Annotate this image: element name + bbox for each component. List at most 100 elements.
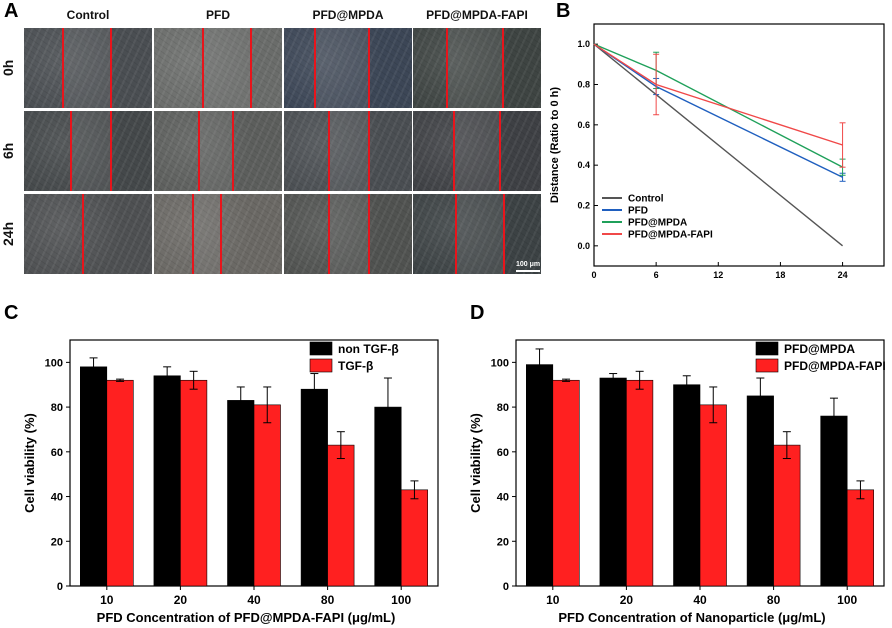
bar-PFD@MPDA-20 (599, 377, 627, 587)
scratch-edge-line (503, 194, 505, 274)
scratch-edge-line (232, 111, 234, 191)
bar-PFD@MPDA-FAPI-40 (699, 404, 727, 587)
x-tick-label: 24 (838, 270, 848, 280)
scratch-edge-line (446, 28, 448, 108)
scratch-edge-line (110, 111, 112, 191)
bar-TGF-β-100 (400, 489, 428, 587)
bar-TGF-β-80 (327, 444, 355, 587)
plot-frame (593, 23, 885, 267)
micrograph-texture (154, 111, 282, 191)
scale-bar-label: 100 μm (516, 261, 541, 268)
x-tick-label: 100 (391, 593, 411, 607)
scratch-edge-line (110, 28, 112, 108)
series-line-PFD@MPDA (593, 43, 843, 168)
micrograph-6h-2 (154, 111, 282, 191)
scratch-edge-line (502, 28, 504, 108)
micrograph-texture (24, 28, 152, 108)
scratch-edge-line (62, 28, 64, 108)
row-header-0h: 0h (0, 59, 16, 77)
bar-PFD@MPDA-FAPI-100 (846, 489, 874, 587)
scratch-gap (202, 28, 250, 108)
panel-label-b: B (556, 0, 571, 22)
scratch-edge-line (198, 111, 200, 191)
legend-label: TGF-β (338, 359, 373, 373)
legend-swatch (755, 341, 779, 356)
scratch-gap (446, 28, 502, 108)
micrograph-24h-4 (413, 194, 541, 274)
scratch-edge-line (368, 194, 370, 274)
y-tick-label: 0.0 (577, 241, 590, 251)
y-tick-label: 0.8 (577, 80, 590, 90)
bar-PFD@MPDA-100 (820, 415, 848, 587)
bar-PFD@MPDA-FAPI-10 (552, 379, 580, 587)
scratch-edge-line (368, 28, 370, 108)
micrograph-texture (413, 28, 541, 108)
series-line-Control (593, 43, 844, 247)
x-tick-label: 20 (174, 593, 188, 607)
scratch-edge-line (453, 111, 455, 191)
y-tick-label: 60 (51, 447, 63, 459)
bar-PFD@MPDA-80 (746, 395, 774, 587)
legend-swatch (309, 341, 333, 356)
x-tick-label: 10 (100, 593, 114, 607)
y-tick-label: 0.2 (577, 201, 590, 211)
chart-c-viability-tgf: 0 20 40 60 80 100 10 20 40 80 100 PFD Concentration… (22, 339, 439, 625)
micrograph-6h-3 (284, 111, 412, 191)
x-tick-label: 80 (321, 593, 335, 607)
scratch-edge-line (499, 111, 501, 191)
legend-swatch (755, 358, 779, 373)
column-header-pfd-mpda: PFD@MPDA (312, 8, 384, 22)
column-header-pfd-mpda-fapi: PFD@MPDA-FAPI (426, 8, 528, 22)
x-tick-label: 10 (546, 593, 560, 607)
y-tick-label: 60 (497, 447, 509, 459)
column-header-pfd: PFD (206, 8, 230, 22)
chart-d-viability-nanoparticle: 0 20 40 60 80 100 10 20 40 80 100 PFD Concentration… (468, 339, 886, 625)
bar-TGF-β-40 (253, 404, 281, 587)
scratch-edge-line (82, 194, 84, 274)
scratch-edge-line (192, 194, 194, 274)
y-axis-label: Distance (Ratio to 0 h) (549, 87, 561, 203)
micrograph-texture (24, 194, 152, 274)
x-tick-label: 40 (693, 593, 707, 607)
bar-PFD@MPDA-FAPI-80 (773, 444, 801, 587)
y-tick-label: 0.4 (577, 160, 590, 170)
scratch-edge-line (328, 111, 330, 191)
legend-label: non TGF-β (338, 342, 399, 356)
bar-non TGF-β-10 (80, 366, 108, 587)
y-tick-label: 0 (503, 581, 509, 593)
scratch-gap (314, 28, 368, 108)
y-tick-label: 0.6 (577, 120, 590, 130)
scratch-gap (453, 111, 499, 191)
bar-PFD@MPDA-10 (526, 364, 554, 587)
panel-label-a: A (4, 0, 19, 22)
scratch-edge-line (220, 194, 222, 274)
y-tick-label: 40 (497, 492, 509, 504)
row-header-24h: 24h (0, 221, 16, 247)
legend-label: PFD@MPDA-FAPI (784, 359, 886, 373)
bar-PFD@MPDA-FAPI-20 (626, 379, 654, 587)
scratch-edge-line (328, 194, 330, 274)
micrograph-texture (413, 111, 541, 191)
micrograph-24h-2 (154, 194, 282, 274)
bar-non TGF-β-100 (374, 406, 402, 587)
bar-non TGF-β-80 (300, 388, 328, 587)
scratch-gap (328, 111, 368, 191)
micrograph-0h-2 (154, 28, 282, 108)
y-tick-label: 20 (51, 536, 63, 548)
bar-TGF-β-10 (106, 379, 134, 587)
scratch-gap (198, 111, 232, 191)
chart-b-wound-closure: 061218240.00.20.40.60.81.0Time(h)Distanc… (549, 23, 885, 280)
y-axis-label: Cell viability (%) (22, 413, 37, 513)
column-header-control: Control (66, 8, 110, 22)
micrograph-24h-3 (284, 194, 412, 274)
micrograph-0h-4 (413, 28, 541, 108)
legend-label: PFD@MPDA-FAPI (628, 230, 713, 241)
micrograph-0h-3 (284, 28, 412, 108)
x-axis-label: PFD Concentration of PFD@MPDA-FAPI (μg/m… (97, 610, 396, 625)
y-tick-label: 40 (51, 492, 63, 504)
scratch-gap (328, 194, 368, 274)
x-tick-label: 40 (247, 593, 261, 607)
y-tick-label: 100 (45, 357, 63, 369)
scratch-edge-line (314, 28, 316, 108)
bar-PFD@MPDA-40 (673, 384, 701, 587)
